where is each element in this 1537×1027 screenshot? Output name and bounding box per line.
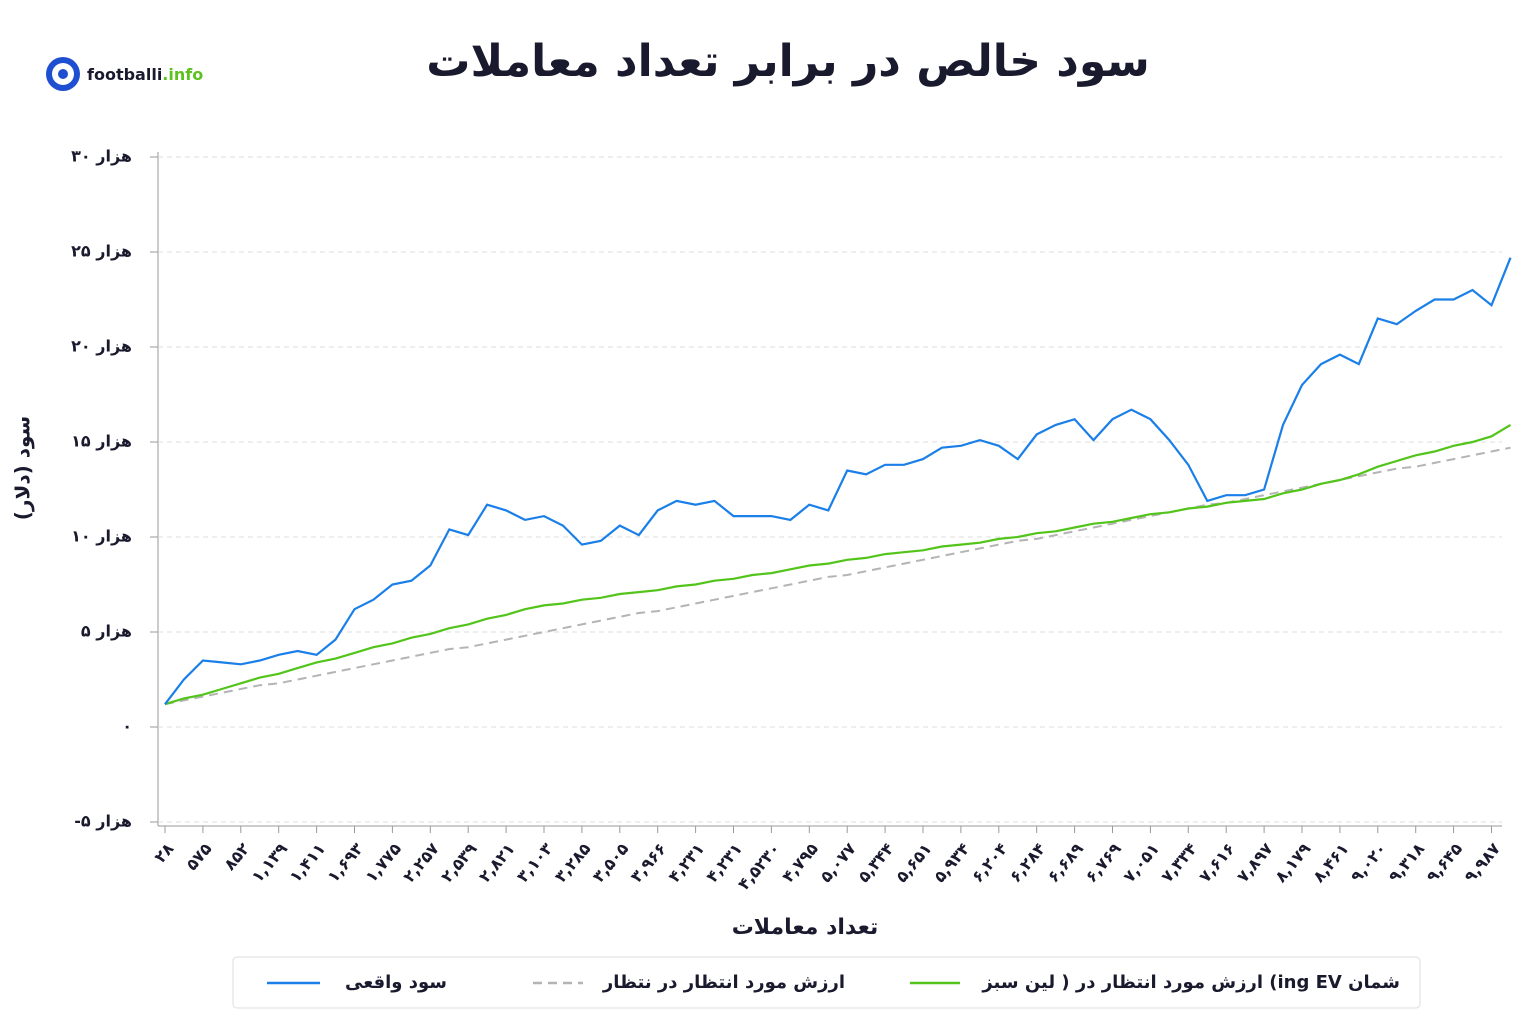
y-tick-label: -۵ هزار [74, 812, 132, 831]
x-tick-label: ۵,۳۴۴ [854, 839, 898, 886]
x-tick-label: ۵۷۵ [182, 839, 216, 874]
series-line [164, 257, 1512, 705]
logo-text: footballi.info [87, 65, 203, 84]
x-tick-label: ۱,۶۹۳ [323, 839, 367, 886]
series-line [164, 423, 1512, 706]
y-tick-label: ۵ هزار [81, 622, 132, 641]
y-tick-label: ۱۰ هزار [71, 527, 132, 546]
x-tick-label: ۶,۶۸۹ [1044, 839, 1088, 886]
x-tick-label: ۲,۸۲۱ [475, 839, 519, 886]
x-tick-label: ۲۸ [150, 839, 177, 866]
x-tick-label: ۲,۲۵۷ [399, 839, 443, 886]
x-tick-label: ۳,۱۰۳ [513, 839, 557, 886]
x-tick-label: ۵,۰۷۷ [816, 839, 860, 886]
y-tick-label: ۲۵ هزار [71, 242, 132, 261]
x-axis-label: تعداد معاملات [732, 915, 879, 940]
x-tick-label: ۹,۶۴۵ [1423, 839, 1467, 886]
x-tick-label: ۵,۶۵۱ [892, 839, 936, 886]
x-tick-label: ۱,۱۳۹ [248, 839, 292, 886]
x-tick-label: ۷,۸۹۷ [1233, 839, 1277, 886]
x-tick-label: ۶,۲۸۴ [1006, 839, 1050, 886]
x-tick-label: ۹,۰۲۰ [1347, 839, 1391, 886]
x-tick-label: ۶,۲۰۴ [968, 839, 1012, 886]
x-tick-label: ۱,۷۷۵ [361, 839, 405, 886]
x-tick-label: ۲,۵۳۹ [437, 839, 481, 886]
legend-label: ارزش مورد انتظار در نتظار [602, 972, 845, 993]
x-tick-label: ۹,۳۱۸ [1385, 839, 1429, 886]
x-tick-label: ۷,۶۱۶ [1195, 839, 1239, 886]
y-tick-label: ۱۵ هزار [71, 432, 132, 451]
x-tick-label: ۹,۹۸۷ [1460, 839, 1504, 886]
y-tick-label: ۰ [122, 717, 132, 736]
x-tick-label: ۵,۹۳۴ [930, 839, 974, 886]
x-tick-label: ۸۵۲ [220, 839, 254, 874]
x-tick-label: ۷,۳۳۴ [1157, 839, 1201, 886]
logo-patch [58, 69, 68, 79]
logo-suffix: .info [162, 65, 203, 84]
x-tick-label: ۳,۹۶۶ [627, 839, 671, 886]
series-line [164, 446, 1511, 706]
x-tick-label: ۶,۷۶۹ [1081, 839, 1125, 886]
x-tick-label: ۷,۰۵۱ [1119, 839, 1163, 886]
x-tick-label: ۴,۷۹۵ [778, 839, 822, 886]
x-tick-label: ۳,۵۰۵ [589, 839, 633, 886]
x-tick-label: ۴,۵۲۳۰ [734, 839, 784, 893]
x-tick-label: ۸,۴۶۱ [1309, 839, 1353, 886]
legend-label: ارزش مورد انتظار در ( لین سبز (ing EV شم… [981, 972, 1400, 993]
logo-name: footballi [87, 65, 162, 84]
chart-title: سود خالص در برابر تعداد معاملات [426, 36, 1150, 87]
x-tick-label: ۸,۱۷۹ [1271, 839, 1315, 886]
y-axis-label: سود (دلار) [11, 416, 35, 520]
legend [232, 956, 1421, 1009]
x-tick-label: ۴,۲۳۱ [665, 839, 709, 886]
x-tick-label: ۳,۲۸۵ [551, 839, 595, 886]
x-tick-label: ۱,۴۱۱ [286, 839, 330, 886]
legend-label: سود واقعی [345, 972, 447, 993]
y-tick-label: ۳۰ هزار [71, 147, 132, 166]
y-tick-label: ۲۰ هزار [71, 337, 132, 356]
